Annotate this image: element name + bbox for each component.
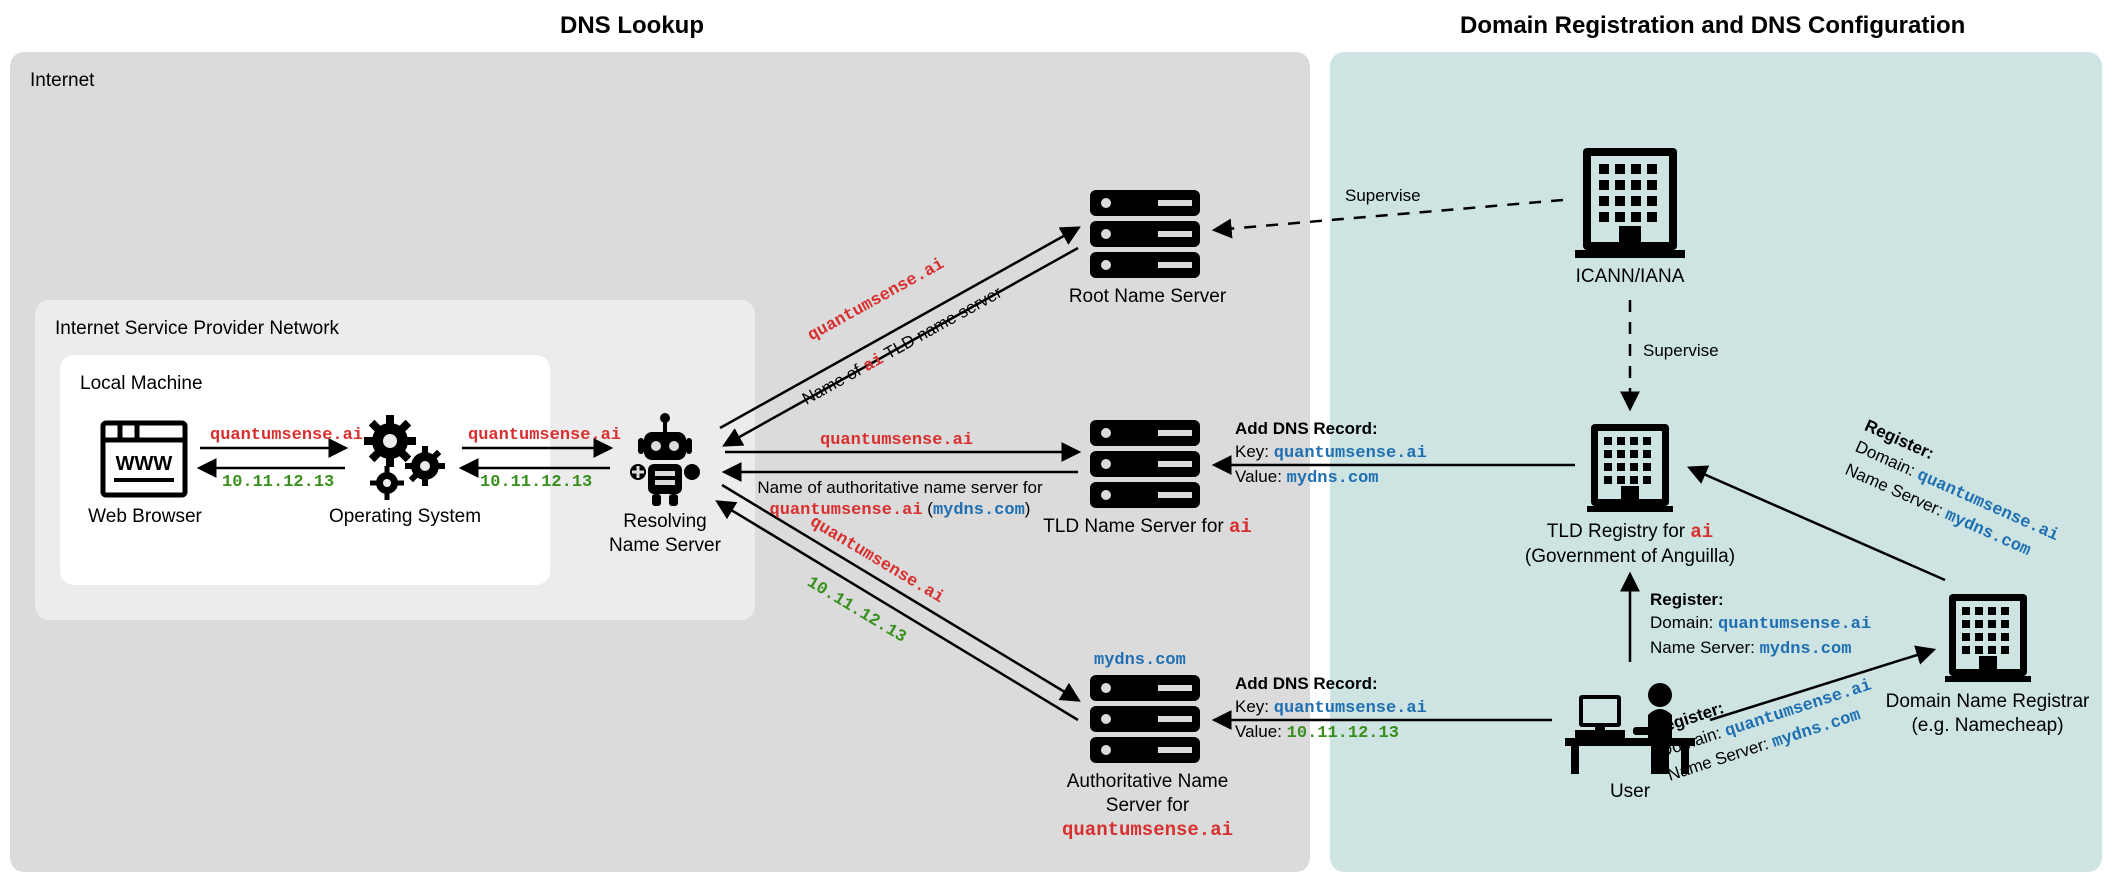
- robot-icon: [620, 408, 710, 508]
- node-auth-label: Authoritative NameServer forquantumsense…: [1045, 770, 1250, 842]
- browser-icon: WWW: [100, 420, 188, 498]
- label-supervise-1: Supervise: [1345, 185, 1421, 206]
- node-registrar-label: Domain Name Registrar(e.g. Namecheap): [1875, 690, 2100, 738]
- node-root-label: Root Name Server: [1065, 285, 1230, 309]
- label-os-res-bot: 10.11.12.13: [480, 472, 592, 493]
- label-os-res-top: quantumsense.ai: [468, 425, 621, 446]
- label-supervise-2: Supervise: [1643, 340, 1719, 361]
- label-res-tld-bot: Name of authoritative name server forqua…: [750, 477, 1050, 522]
- label-res-tld-top: quantumsense.ai: [820, 430, 973, 451]
- node-tldreg-label: TLD Registry for ai(Government of Anguil…: [1505, 520, 1755, 569]
- server-icon-root: [1090, 190, 1200, 278]
- node-tld-label: TLD Name Server for ai: [1035, 515, 1260, 540]
- svg-text:WWW: WWW: [116, 453, 173, 475]
- building-icon-icann: [1575, 140, 1685, 258]
- label-browser-os-top: quantumsense.ai: [210, 425, 363, 446]
- building-icon-registrar: [1945, 590, 2031, 682]
- node-resolver-label: ResolvingName Server: [600, 510, 730, 558]
- region-internet-label: Internet: [30, 70, 94, 92]
- label-register-up: Register: Domain: quantumsense.ai Name S…: [1650, 589, 1871, 662]
- auth-mydns-label: mydns.com: [1094, 650, 1186, 671]
- section-title-right: Domain Registration and DNS Configuratio…: [1460, 12, 1965, 40]
- building-icon-tldreg: [1587, 420, 1673, 512]
- node-os-label: Operating System: [325, 505, 485, 529]
- region-local-label: Local Machine: [80, 373, 203, 395]
- server-icon-auth: [1090, 675, 1200, 763]
- label-browser-os-bot: 10.11.12.13: [222, 472, 334, 493]
- section-title-left: DNS Lookup: [560, 12, 704, 40]
- server-icon-tld: [1090, 420, 1200, 508]
- node-browser-label: Web Browser: [85, 505, 205, 529]
- gears-icon: [355, 411, 455, 503]
- node-icann-label: ICANN/IANA: [1570, 265, 1690, 289]
- label-add-dns-2: Add DNS Record: Key: quantumsense.ai Val…: [1235, 673, 1427, 746]
- region-isp-label: Internet Service Provider Network: [55, 318, 339, 340]
- label-add-dns-1: Add DNS Record: Key: quantumsense.ai Val…: [1235, 418, 1427, 491]
- node-user-label: User: [1600, 780, 1660, 804]
